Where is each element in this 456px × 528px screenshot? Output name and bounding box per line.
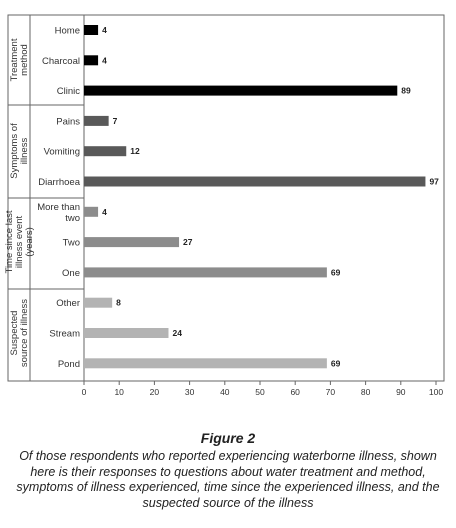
category-label: Two bbox=[63, 238, 80, 249]
caption-title: Figure 2 bbox=[200, 430, 256, 446]
category-label: Other bbox=[56, 298, 80, 309]
category-label: More than two bbox=[37, 202, 80, 224]
value-label: 4 bbox=[102, 207, 107, 217]
value-label: 69 bbox=[331, 267, 341, 277]
bar bbox=[84, 206, 99, 217]
value-label: 89 bbox=[401, 86, 411, 96]
bar bbox=[84, 297, 113, 308]
bar bbox=[84, 115, 109, 126]
category-label: Clinic bbox=[57, 86, 80, 97]
x-tick-label: 100 bbox=[429, 387, 443, 397]
group-label: Time since lastillness event(years) bbox=[4, 210, 35, 273]
x-tick-label: 0 bbox=[82, 387, 87, 397]
category-label: One bbox=[62, 268, 80, 279]
value-label: 97 bbox=[429, 177, 439, 187]
bar bbox=[84, 55, 99, 66]
bar bbox=[84, 176, 426, 187]
bar bbox=[84, 267, 327, 278]
x-tick-label: 80 bbox=[361, 387, 371, 397]
x-tick-label: 60 bbox=[290, 387, 300, 397]
x-tick-label: 10 bbox=[114, 387, 124, 397]
x-tick-label: 50 bbox=[255, 387, 265, 397]
x-tick-label: 30 bbox=[185, 387, 195, 397]
x-tick-label: 90 bbox=[396, 387, 406, 397]
value-label: 8 bbox=[116, 298, 121, 308]
figure-caption: Figure 2 Of those respondents who report… bbox=[0, 430, 456, 511]
x-tick-label: 70 bbox=[326, 387, 336, 397]
value-label: 4 bbox=[102, 55, 107, 65]
value-label: 24 bbox=[172, 328, 182, 338]
bar-chart: Treatmentmethod Home 4 Charcoal 4 Clinic 89 Sym… bbox=[4, 14, 445, 397]
category-label: Pains bbox=[56, 116, 80, 127]
group-label: Symptoms ofillness bbox=[9, 123, 30, 179]
x-tick-label: 20 bbox=[150, 387, 160, 397]
value-label: 7 bbox=[113, 116, 118, 126]
x-tick-label: 40 bbox=[220, 387, 230, 397]
bar bbox=[84, 237, 180, 248]
value-label: 12 bbox=[130, 146, 140, 156]
bar bbox=[84, 328, 169, 338]
caption-text: Of those respondents who reported experi… bbox=[16, 449, 440, 510]
bar bbox=[84, 85, 398, 96]
bar bbox=[84, 358, 327, 369]
bar bbox=[84, 146, 127, 157]
category-label: Diarrhoea bbox=[38, 177, 80, 188]
bar bbox=[84, 25, 99, 35]
category-label: Charcoal bbox=[42, 56, 80, 67]
value-label: 4 bbox=[102, 25, 107, 35]
value-label: 69 bbox=[331, 358, 341, 368]
group-label: Treatmentmethod bbox=[9, 38, 30, 81]
category-label: Pond bbox=[58, 359, 80, 370]
category-label: Home bbox=[55, 26, 80, 37]
category-label: Vomiting bbox=[44, 147, 80, 158]
group-label: Suspectedsource of illness bbox=[9, 299, 30, 367]
category-label: Stream bbox=[49, 329, 80, 340]
value-label: 27 bbox=[183, 237, 193, 247]
